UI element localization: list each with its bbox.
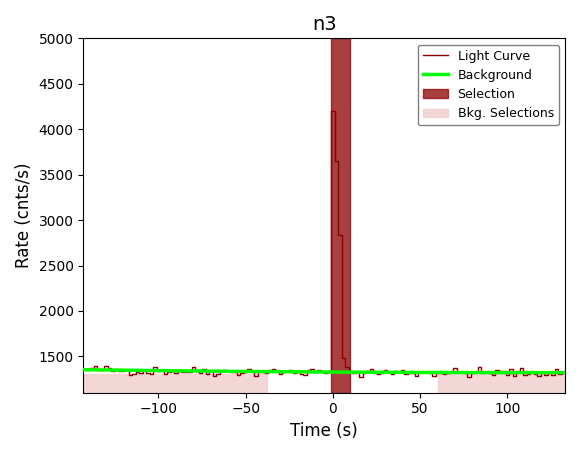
- Background: [309, 369, 316, 374]
- Line: Light Curve: Light Curve: [85, 111, 563, 377]
- Light Curve: [556, 372, 563, 377]
- Title: n3: n3: [312, 15, 336, 34]
- Legend: Light Curve, Background, Selection, Bkg. Selections: Light Curve, Background, Selection, Bkg.…: [418, 45, 559, 125]
- Background: [340, 369, 347, 375]
- Light Curve: [256, 368, 263, 374]
- Line: Background: Background: [84, 370, 565, 373]
- Light Curve: [270, 367, 277, 372]
- Background: [561, 370, 568, 375]
- X-axis label: Time (s): Time (s): [291, 422, 358, 440]
- Light Curve: [357, 374, 364, 379]
- Light Curve: [82, 366, 89, 371]
- Light Curve: [560, 370, 567, 376]
- Background: [551, 370, 558, 375]
- Background: [521, 370, 528, 375]
- Y-axis label: Rate (cnts/s): Rate (cnts/s): [15, 163, 33, 268]
- Background: [367, 369, 374, 375]
- Light Curve: [494, 367, 501, 373]
- Light Curve: [329, 108, 336, 114]
- Light Curve: [427, 370, 434, 376]
- Background: [311, 369, 318, 374]
- Background: [80, 367, 87, 373]
- Background: [474, 370, 481, 375]
- Light Curve: [466, 374, 473, 379]
